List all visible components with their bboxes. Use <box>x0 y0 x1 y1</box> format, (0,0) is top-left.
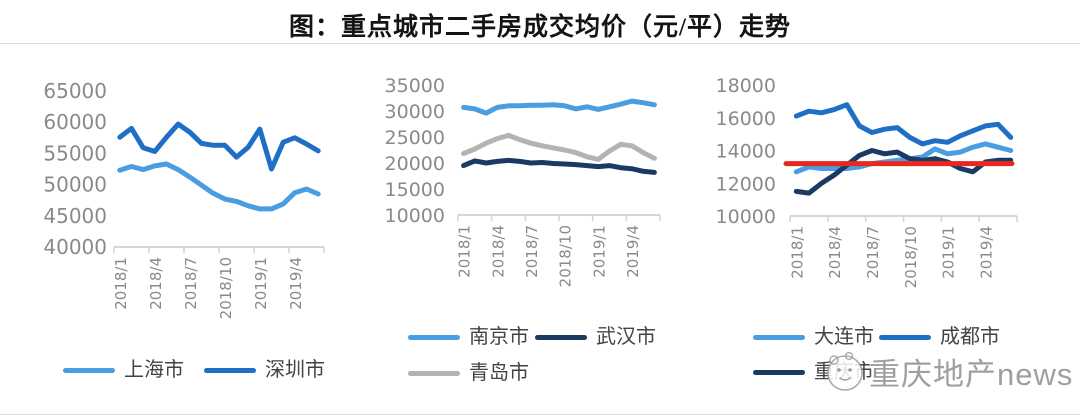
y-tick-label: 15000 <box>385 179 445 201</box>
nanjing-line <box>461 98 657 116</box>
wuhan-legend-swatch <box>535 334 587 340</box>
dalian-legend-swatch <box>753 334 805 340</box>
legend-item-chengdu: 成都市 <box>879 327 1000 347</box>
legend-row: 大连市 成都市 <box>753 327 1000 347</box>
chengdu-line <box>793 102 1014 147</box>
y-tick-label: 40000 <box>43 235 107 259</box>
figure-title: 图：重点城市二手房成交均价（元/平）走势 <box>289 14 791 41</box>
chengdu-legend-swatch <box>879 334 931 340</box>
x-tick-label: 2018/4 <box>826 226 844 279</box>
chongqing-legend-swatch <box>753 369 805 375</box>
x-tick-label: 2018/4 <box>489 225 507 278</box>
x-tick-label: 2018/1 <box>456 225 474 278</box>
y-tick-label: 50000 <box>43 173 107 197</box>
y-tick-label: 18000 <box>716 75 776 97</box>
legend-item-dalian: 大连市 <box>753 327 874 347</box>
wuhan-legend-label: 武汉市 <box>596 326 656 348</box>
x-tick-label: 2019/4 <box>977 226 995 279</box>
chengdu-legend-label: 成都市 <box>940 326 1000 348</box>
x-tick-label: 2018/7 <box>864 226 882 279</box>
y-tick-label: 60000 <box>43 110 107 134</box>
y-tick-label: 12000 <box>716 173 776 195</box>
qingdao-line <box>461 132 657 162</box>
y-tick-label: 25000 <box>385 127 445 149</box>
x-tick-label: 2018/10 <box>902 226 920 288</box>
y-tick-label: 30000 <box>385 101 445 123</box>
x-tick-label: 2018/10 <box>217 257 235 319</box>
bottom-divider <box>0 414 1080 415</box>
y-tick-label: 45000 <box>43 204 107 228</box>
nanjing-legend-label: 南京市 <box>469 326 529 348</box>
shenzhen-legend-label: 深圳市 <box>265 359 325 381</box>
y-tick-label: 14000 <box>716 141 776 163</box>
x-tick-label: 2019/1 <box>252 257 270 310</box>
wuhan-line <box>461 157 657 175</box>
nanjing-legend-swatch <box>408 334 460 340</box>
x-tick-label: 2019/4 <box>287 257 305 310</box>
shanghai-legend-label: 上海市 <box>124 359 184 381</box>
legend-item-shanghai: 上海市 <box>63 360 184 380</box>
x-tick-label: 2019/4 <box>624 225 642 278</box>
x-tick-label: 2019/1 <box>590 225 608 278</box>
x-tick-label: 2018/10 <box>557 225 575 287</box>
x-tick-label: 2018/7 <box>523 225 541 278</box>
shanghai-line <box>117 161 321 212</box>
y-tick-label: 55000 <box>43 141 107 165</box>
shenzhen-line <box>117 121 321 172</box>
legend-item-shenzhen: 深圳市 <box>204 360 325 380</box>
shenzhen-legend-swatch <box>204 367 256 373</box>
qingdao-legend-swatch <box>408 370 460 376</box>
x-tick-label: 2018/1 <box>112 257 130 310</box>
y-tick-label: 35000 <box>385 75 445 97</box>
x-tick-label: 2018/4 <box>147 257 165 310</box>
top-divider <box>0 43 1080 44</box>
qingdao-legend-label: 青岛市 <box>469 362 529 384</box>
dalian-legend-label: 大连市 <box>814 326 874 348</box>
x-tick-label: 2018/1 <box>788 226 806 279</box>
legend-row: 南京市 武汉市 <box>408 327 656 347</box>
watermark-logo-icon <box>827 351 863 391</box>
y-tick-label: 10000 <box>385 205 445 227</box>
legend-item-qingdao: 青岛市 <box>408 363 529 383</box>
chongqing-line <box>793 148 1014 196</box>
legend-item-wuhan: 武汉市 <box>535 327 656 347</box>
legend-row: 青岛市 <box>408 363 529 383</box>
watermark: 重庆地产news <box>822 348 1073 394</box>
watermark-text: 重庆地产news <box>869 356 1074 392</box>
y-tick-label: 10000 <box>716 206 776 228</box>
x-tick-label: 2019/1 <box>940 226 958 279</box>
x-tick-label: 2018/7 <box>182 257 200 310</box>
shanghai-legend-swatch <box>63 367 115 373</box>
legend-row: 上海市 深圳市 <box>63 360 325 380</box>
legend-item-nanjing: 南京市 <box>408 327 529 347</box>
y-tick-label: 16000 <box>716 108 776 130</box>
y-tick-label: 20000 <box>385 153 445 175</box>
y-tick-label: 65000 <box>43 79 107 103</box>
dalian-line <box>793 141 1014 175</box>
